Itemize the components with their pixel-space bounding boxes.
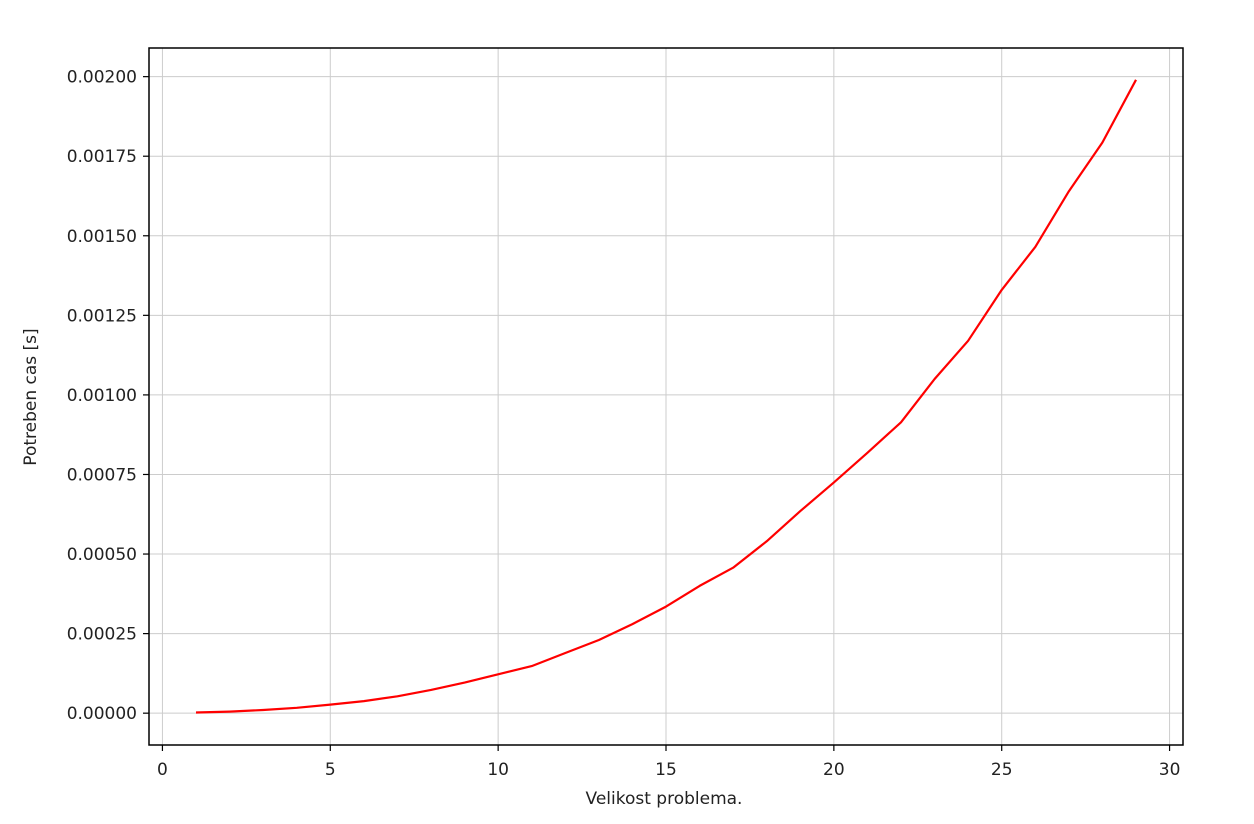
y-tick-label: 0.00125: [67, 306, 137, 326]
x-tick-label: 0: [157, 760, 168, 780]
y-tick-label: 0.00150: [67, 227, 137, 247]
y-tick-label: 0.00075: [67, 465, 137, 485]
axis-ticks: 0 5 10 15 20 25 30 0.00000 0.00025 0.00050 0.00075…: [67, 68, 1181, 780]
x-tick-label: 15: [655, 760, 677, 780]
y-tick-label: 0.00175: [67, 147, 137, 167]
y-tick-label: 0.00025: [67, 625, 137, 645]
x-tick-label: 5: [325, 760, 336, 780]
x-tick-label: 20: [823, 760, 845, 780]
y-tick-label: 0.00200: [67, 68, 137, 88]
y-tick-label: 0.00000: [67, 704, 137, 724]
grid-lines: [149, 48, 1183, 745]
series-line: [195, 79, 1137, 714]
x-tick-label: 25: [991, 760, 1013, 780]
x-tick-label: 30: [1159, 760, 1181, 780]
series-lines: [195, 79, 1137, 714]
x-axis-label: Velikost problema.: [586, 789, 743, 809]
y-tick-label: 0.00100: [67, 386, 137, 406]
x-tick-label: 10: [487, 760, 509, 780]
y-axis-label: Potreben cas [s]: [21, 328, 41, 465]
y-tick-label: 0.00050: [67, 545, 137, 565]
